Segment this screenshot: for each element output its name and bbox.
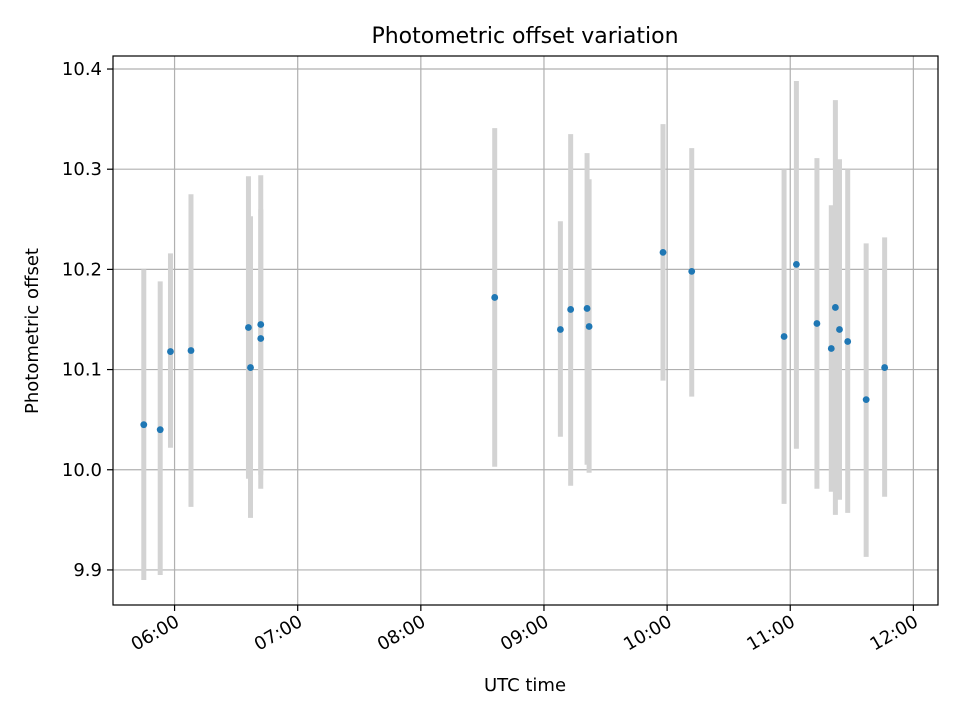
data-point bbox=[836, 326, 843, 333]
data-point bbox=[659, 248, 667, 256]
data-point bbox=[827, 345, 835, 352]
data-point bbox=[491, 294, 499, 301]
y-axis-ticks: 9.9 10.0 10.1 10.2 10.3 10.4 bbox=[62, 59, 113, 581]
y-tick-label: 10.1 bbox=[62, 360, 102, 381]
data-point bbox=[585, 323, 593, 330]
chart-title: Photometric offset variation bbox=[371, 24, 678, 49]
y-tick-label: 10.4 bbox=[62, 59, 102, 80]
data-points bbox=[140, 248, 889, 434]
data-point bbox=[780, 333, 788, 340]
y-axis-label: Photometric offset bbox=[22, 248, 43, 414]
data-point bbox=[245, 324, 252, 331]
data-point bbox=[140, 421, 148, 429]
plot-area-frame bbox=[112, 55, 939, 606]
data-point bbox=[583, 305, 591, 312]
data-point bbox=[792, 260, 800, 268]
data-point bbox=[187, 347, 195, 354]
data-point bbox=[881, 364, 889, 371]
data-point bbox=[247, 364, 254, 371]
data-point bbox=[257, 321, 265, 328]
y-tick-label: 10.3 bbox=[62, 159, 102, 180]
data-point bbox=[257, 335, 265, 342]
data-point bbox=[688, 267, 696, 275]
y-tick-label: 9.9 bbox=[73, 560, 102, 581]
data-point bbox=[156, 426, 164, 434]
data-point bbox=[813, 320, 821, 327]
data-point bbox=[567, 306, 575, 313]
data-point bbox=[831, 304, 839, 311]
data-point bbox=[862, 396, 870, 404]
data-point bbox=[556, 326, 564, 333]
y-tick-label: 10.0 bbox=[62, 460, 102, 481]
data-point bbox=[844, 338, 852, 345]
y-tick-label: 10.2 bbox=[62, 259, 102, 280]
x-axis-label: UTC time bbox=[484, 675, 566, 696]
data-point bbox=[167, 348, 174, 355]
